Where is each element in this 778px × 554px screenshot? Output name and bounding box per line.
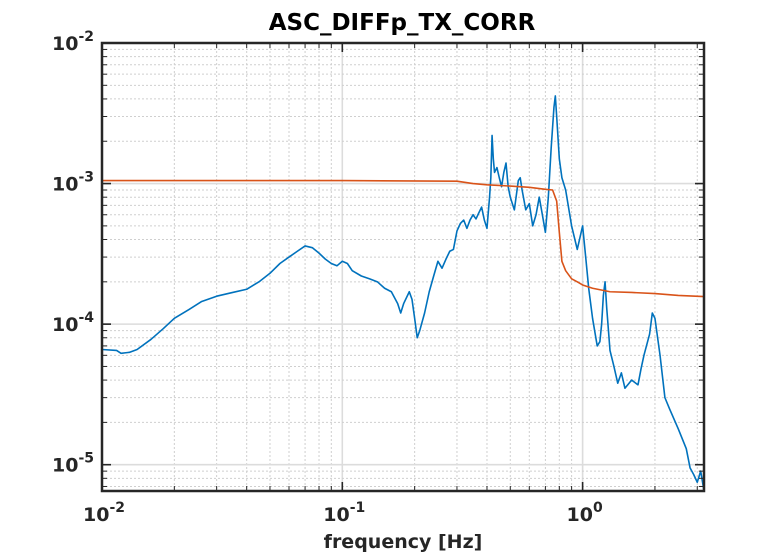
series-line-2 xyxy=(102,179,705,298)
y-tick-label: 10-2 xyxy=(52,29,94,55)
series-layer xyxy=(101,95,705,492)
x-tick-label: 10-1 xyxy=(323,500,365,526)
x-tick-labels: 10-2 10-1 100 xyxy=(83,500,603,526)
tick-marks xyxy=(101,42,704,491)
series-line-1 xyxy=(101,95,705,492)
y-tick-labels: 10-2 10-3 10-4 10-5 xyxy=(52,29,94,477)
y-tick-label: 10-4 xyxy=(52,310,94,336)
y-tick-label: 10-5 xyxy=(52,451,94,477)
plot-area xyxy=(102,43,704,491)
x-axis-label: frequency [Hz] xyxy=(324,531,483,553)
y-tick-label: 10-3 xyxy=(52,170,94,196)
x-tick-label: 10-2 xyxy=(83,500,125,526)
chart-title: ASC_DIFFp_TX_CORR xyxy=(269,10,536,36)
axes-box xyxy=(100,41,706,493)
x-tick-label: 100 xyxy=(567,500,603,526)
grid-lines xyxy=(101,42,704,491)
